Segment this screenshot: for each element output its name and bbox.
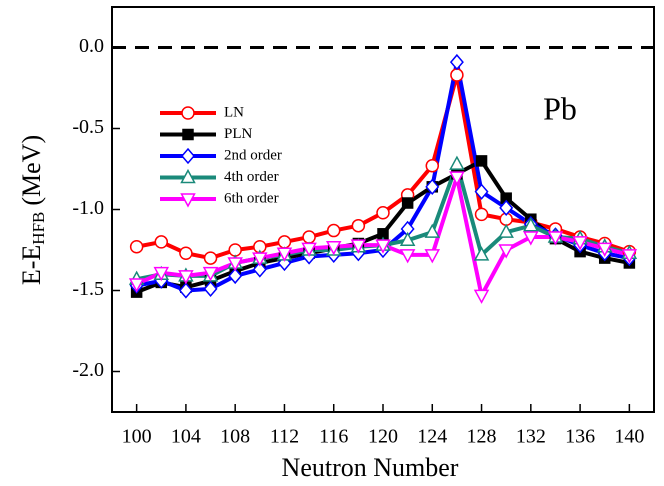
marker bbox=[252, 261, 267, 278]
y-tick-label: -2.0 bbox=[72, 359, 104, 381]
marker bbox=[302, 230, 316, 244]
legend-marker bbox=[182, 128, 194, 141]
legend-label: PLN bbox=[224, 126, 253, 142]
marker bbox=[129, 240, 144, 254]
marker bbox=[227, 257, 243, 272]
x-tick-label: 140 bbox=[614, 426, 644, 448]
x-tick-label: 116 bbox=[319, 426, 348, 448]
marker bbox=[450, 68, 464, 82]
x-tick-label: 104 bbox=[171, 426, 201, 448]
x-tick-label: 124 bbox=[417, 426, 447, 448]
marker bbox=[128, 278, 145, 293]
marker bbox=[277, 254, 292, 272]
marker bbox=[399, 231, 416, 247]
marker bbox=[499, 199, 514, 217]
marker bbox=[153, 266, 170, 282]
marker bbox=[203, 251, 218, 265]
marker bbox=[449, 53, 464, 71]
y-tick-label: -1.0 bbox=[72, 197, 104, 219]
legend-marker bbox=[181, 147, 195, 165]
marker bbox=[326, 223, 341, 238]
marker bbox=[449, 155, 465, 170]
marker bbox=[547, 231, 564, 246]
legend-marker bbox=[181, 106, 195, 120]
marker bbox=[596, 242, 613, 257]
annotation: Pb bbox=[543, 90, 577, 126]
marker bbox=[179, 246, 193, 260]
marker bbox=[399, 249, 416, 264]
marker bbox=[351, 218, 366, 233]
y-label-main: E-E bbox=[17, 245, 46, 285]
x-axis-label: Neutron Number bbox=[282, 453, 459, 482]
y-tick-label: -0.5 bbox=[72, 116, 104, 138]
marker bbox=[424, 249, 441, 264]
x-tick-label: 108 bbox=[220, 426, 250, 448]
marker bbox=[401, 197, 414, 209]
marker bbox=[425, 159, 440, 173]
legend-marker bbox=[180, 193, 196, 208]
y-label-unit: (MeV) bbox=[17, 135, 46, 206]
marker bbox=[228, 243, 242, 257]
marker bbox=[473, 246, 490, 261]
marker bbox=[449, 171, 465, 186]
marker bbox=[523, 231, 539, 246]
marker bbox=[154, 235, 169, 249]
marker bbox=[474, 207, 489, 222]
x-tick-label: 128 bbox=[467, 426, 497, 448]
y-axis-label: E-EHFB (MeV) bbox=[17, 135, 48, 285]
marker bbox=[475, 155, 488, 167]
x-tick-label: 112 bbox=[270, 426, 299, 448]
marker bbox=[178, 282, 193, 299]
marker bbox=[252, 252, 268, 267]
marker bbox=[424, 223, 441, 238]
marker bbox=[375, 239, 391, 254]
marker bbox=[498, 223, 514, 238]
x-tick-label: 132 bbox=[516, 426, 546, 448]
marker bbox=[523, 217, 539, 232]
marker bbox=[473, 289, 490, 304]
marker bbox=[277, 235, 292, 249]
y-tick-label: 0.0 bbox=[79, 35, 104, 57]
x-tick-label: 136 bbox=[565, 426, 595, 448]
marker bbox=[202, 266, 219, 282]
legend-label: LN bbox=[224, 104, 244, 120]
marker bbox=[621, 249, 638, 264]
marker bbox=[498, 244, 514, 259]
marker bbox=[276, 247, 293, 262]
marker bbox=[178, 270, 194, 285]
legend-label: 6th order bbox=[224, 190, 279, 206]
marker bbox=[376, 205, 390, 220]
marker bbox=[325, 241, 342, 256]
y-label-sub: HFB bbox=[29, 212, 48, 245]
marker bbox=[572, 236, 588, 251]
x-tick-label: 100 bbox=[122, 426, 152, 448]
y-tick-label: -1.5 bbox=[72, 278, 104, 300]
x-tick-label: 120 bbox=[368, 426, 398, 448]
marker bbox=[350, 239, 367, 254]
marker bbox=[301, 242, 317, 257]
legend-marker bbox=[180, 168, 196, 184]
legend-label: 2nd order bbox=[224, 147, 282, 163]
marker bbox=[203, 280, 218, 298]
marker bbox=[474, 183, 489, 200]
legend-label: 4th order bbox=[224, 169, 279, 185]
marker bbox=[228, 267, 243, 285]
marker bbox=[425, 178, 440, 195]
